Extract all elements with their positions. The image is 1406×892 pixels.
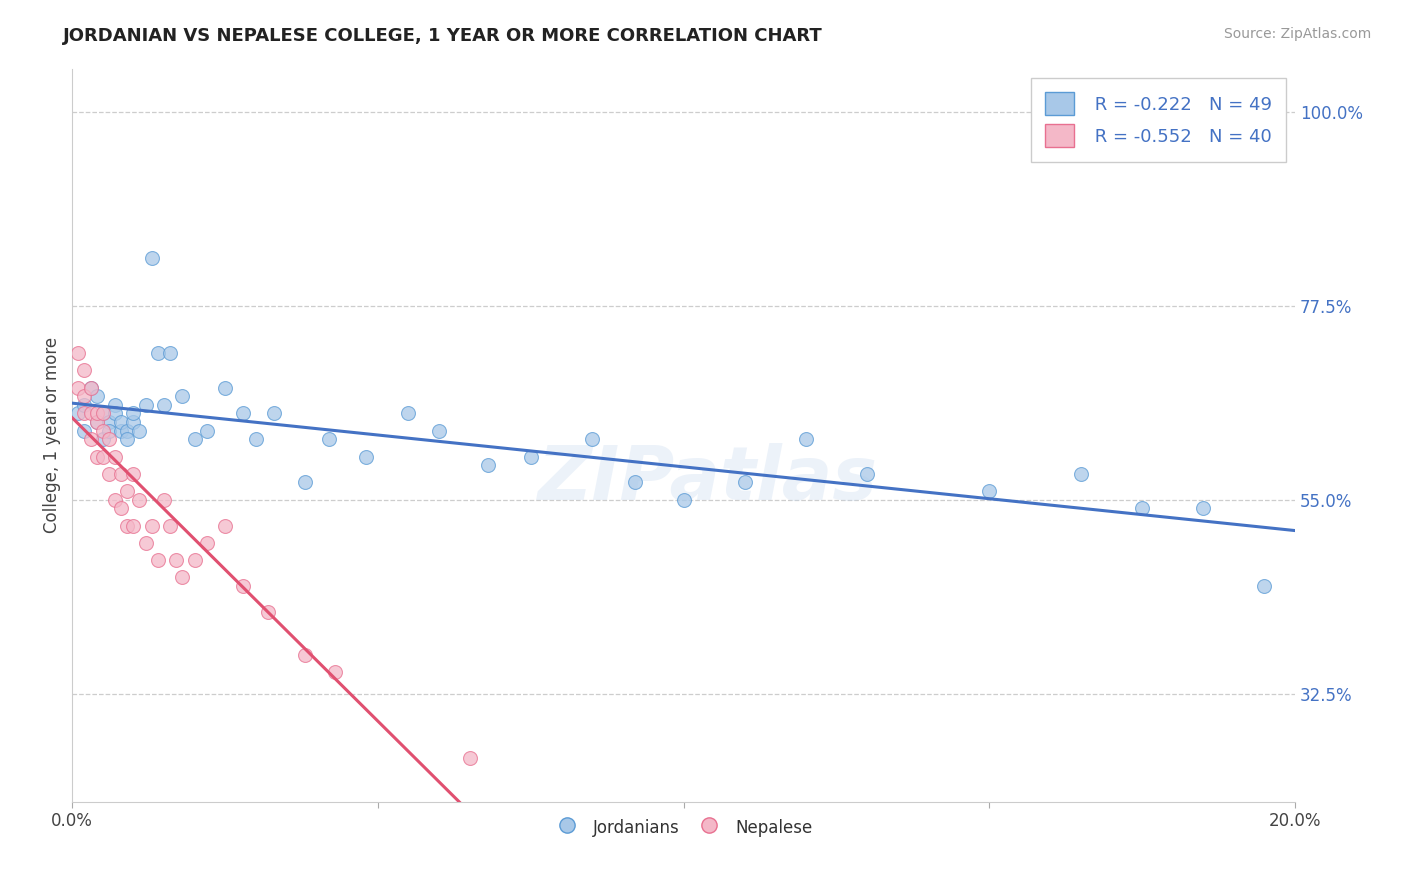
Point bbox=[183, 433, 205, 447]
Point bbox=[520, 450, 543, 464]
Point bbox=[73, 398, 96, 412]
Point bbox=[73, 363, 96, 377]
Point bbox=[110, 501, 132, 516]
Point bbox=[122, 467, 145, 481]
Point bbox=[86, 450, 108, 464]
Point bbox=[195, 536, 218, 550]
Point bbox=[979, 484, 1001, 499]
Text: Source: ZipAtlas.com: Source: ZipAtlas.com bbox=[1223, 27, 1371, 41]
Point bbox=[91, 407, 114, 421]
Point bbox=[104, 450, 127, 464]
Point bbox=[73, 407, 96, 421]
Point bbox=[214, 381, 236, 395]
Point bbox=[104, 492, 127, 507]
Point bbox=[734, 475, 756, 490]
Point bbox=[117, 433, 139, 447]
Point bbox=[104, 407, 127, 421]
Point bbox=[263, 407, 285, 421]
Point bbox=[232, 579, 254, 593]
Point bbox=[79, 381, 101, 395]
Point bbox=[165, 553, 187, 567]
Text: JORDANIAN VS NEPALESE COLLEGE, 1 YEAR OR MORE CORRELATION CHART: JORDANIAN VS NEPALESE COLLEGE, 1 YEAR OR… bbox=[63, 27, 823, 45]
Point bbox=[97, 433, 120, 447]
Point bbox=[1070, 467, 1092, 481]
Point bbox=[153, 492, 176, 507]
Point bbox=[73, 424, 96, 438]
Point bbox=[195, 424, 218, 438]
Point bbox=[128, 492, 150, 507]
Point bbox=[172, 389, 194, 403]
Y-axis label: College, 1 year or more: College, 1 year or more bbox=[44, 337, 60, 533]
Point bbox=[117, 518, 139, 533]
Text: ZIPatlas: ZIPatlas bbox=[538, 442, 879, 516]
Point bbox=[73, 389, 96, 403]
Point bbox=[79, 433, 101, 447]
Point bbox=[257, 605, 280, 619]
Point bbox=[159, 518, 181, 533]
Point bbox=[146, 346, 169, 360]
Point bbox=[183, 553, 205, 567]
Point bbox=[97, 415, 120, 429]
Point bbox=[91, 450, 114, 464]
Point bbox=[135, 398, 157, 412]
Point bbox=[146, 553, 169, 567]
Point bbox=[141, 518, 163, 533]
Point bbox=[91, 407, 114, 421]
Point bbox=[172, 570, 194, 584]
Point bbox=[232, 407, 254, 421]
Point bbox=[214, 518, 236, 533]
Point bbox=[128, 424, 150, 438]
Point bbox=[122, 518, 145, 533]
Point bbox=[623, 475, 645, 490]
Point bbox=[91, 433, 114, 447]
Point bbox=[1253, 579, 1275, 593]
Point bbox=[323, 665, 346, 680]
Point bbox=[354, 450, 377, 464]
Point bbox=[67, 346, 90, 360]
Point bbox=[153, 398, 176, 412]
Point bbox=[672, 492, 695, 507]
Point bbox=[79, 407, 101, 421]
Point bbox=[245, 433, 267, 447]
Point bbox=[141, 252, 163, 266]
Point bbox=[294, 475, 316, 490]
Point bbox=[294, 648, 316, 662]
Point bbox=[86, 415, 108, 429]
Point bbox=[122, 407, 145, 421]
Point bbox=[159, 346, 181, 360]
Point bbox=[477, 458, 499, 473]
Point bbox=[1130, 501, 1153, 516]
Point bbox=[856, 467, 879, 481]
Point bbox=[97, 467, 120, 481]
Point bbox=[110, 415, 132, 429]
Point bbox=[427, 424, 450, 438]
Point bbox=[86, 407, 108, 421]
Point bbox=[91, 424, 114, 438]
Point bbox=[794, 433, 817, 447]
Point bbox=[1192, 501, 1215, 516]
Point bbox=[581, 433, 603, 447]
Point bbox=[117, 484, 139, 499]
Point bbox=[86, 415, 108, 429]
Point bbox=[135, 536, 157, 550]
Point bbox=[458, 751, 481, 765]
Point bbox=[67, 381, 90, 395]
Point bbox=[110, 424, 132, 438]
Point bbox=[117, 424, 139, 438]
Point bbox=[97, 424, 120, 438]
Point bbox=[86, 389, 108, 403]
Legend: Jordanians, Nepalese: Jordanians, Nepalese bbox=[548, 811, 818, 845]
Point bbox=[398, 407, 420, 421]
Point bbox=[122, 415, 145, 429]
Point bbox=[104, 398, 127, 412]
Point bbox=[67, 407, 90, 421]
Point bbox=[318, 433, 340, 447]
Point bbox=[79, 381, 101, 395]
Point bbox=[110, 467, 132, 481]
